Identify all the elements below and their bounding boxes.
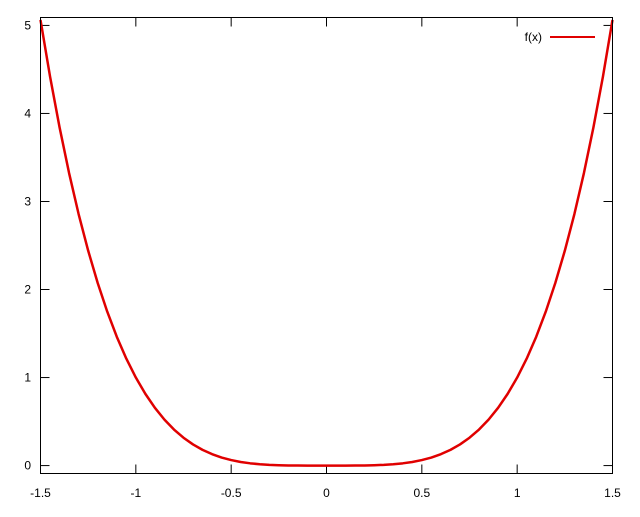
x-tick-label: 1	[514, 486, 521, 500]
ticks	[40, 17, 613, 474]
y-tick-label: 4	[24, 106, 31, 120]
legend-label: f(x)	[525, 30, 542, 44]
y-tick-label: 2	[24, 283, 31, 297]
series-group	[39, 19, 614, 467]
series-line-f-x	[39, 19, 614, 467]
plot-border	[40, 17, 613, 474]
x-tick-label: -1	[130, 486, 141, 500]
tick-labels: -1.5 -1 -0.5 0 0.5 1 1.5 0 1 2 3 4 5	[24, 18, 621, 500]
x-tick-label: 0	[323, 486, 330, 500]
legend: f(x)	[525, 30, 595, 44]
y-tick-label: 0	[24, 459, 31, 473]
x-tick-label: 0.5	[413, 486, 430, 500]
y-tick-label: 3	[24, 194, 31, 208]
y-tick-label: 1	[24, 371, 31, 385]
x-tick-label: -1.5	[30, 486, 51, 500]
x-tick-label: -0.5	[221, 486, 242, 500]
y-tick-label: 5	[24, 18, 31, 32]
x-tick-label: 1.5	[604, 486, 621, 500]
